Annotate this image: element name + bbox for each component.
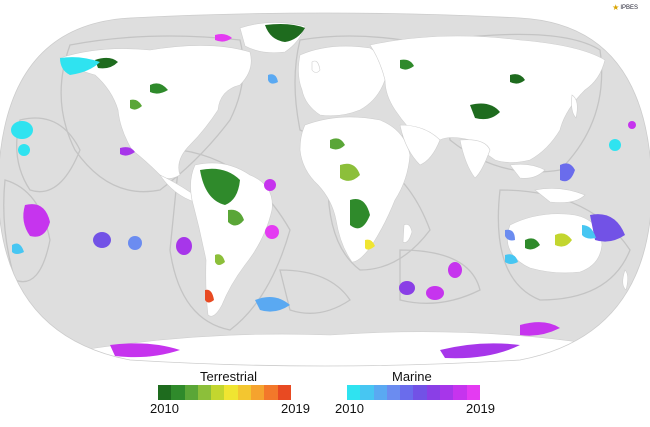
antarctica [59, 331, 601, 366]
terrestrial-swatch-3 [184, 385, 198, 400]
terrestrial-start-year: 2010 [150, 401, 179, 416]
marine-swatch-3 [373, 385, 387, 400]
marine-swatch-2 [360, 385, 374, 400]
terrestrial-swatch-6 [224, 385, 238, 400]
world-map [0, 12, 650, 367]
marine-end-year: 2019 [466, 401, 495, 416]
eez-outlines [3, 33, 631, 331]
terrestrial-swatch-10 [277, 385, 291, 400]
terrestrial-protected-areas [95, 24, 572, 303]
terrestrial-end-year: 2019 [281, 401, 310, 416]
marine-legend-title: Marine [392, 369, 432, 384]
terrestrial-swatch-4 [197, 385, 212, 400]
marine-swatch-1 [347, 385, 361, 400]
marine-swatch-6 [413, 385, 427, 400]
terrestrial-swatch-7 [237, 385, 252, 400]
marine-protected-areas [11, 34, 636, 359]
terrestrial-legend-title: Terrestrial [200, 369, 258, 384]
globe-outline [0, 12, 650, 367]
marine-swatch-7 [426, 385, 441, 400]
marine-color-ramp [347, 385, 480, 400]
marine-swatch-9 [453, 385, 467, 400]
terrestrial-swatch-2 [171, 385, 185, 400]
terrestrial-swatch-5 [211, 385, 225, 400]
marine-start-year: 2010 [335, 401, 364, 416]
logo-text: IPBES [620, 4, 638, 11]
terrestrial-swatch-9 [264, 385, 278, 400]
terrestrial-color-ramp [158, 385, 291, 400]
marine-swatch-5 [400, 385, 414, 400]
marine-swatch-8 [440, 385, 454, 400]
marine-swatch-10 [466, 385, 480, 400]
terrestrial-swatch-8 [251, 385, 265, 400]
ipbes-logo: ★ IPBES [612, 3, 638, 12]
marine-swatch-4 [386, 385, 401, 400]
land-masses [59, 22, 629, 317]
star-icon: ★ [612, 3, 620, 12]
terrestrial-swatch-1 [158, 385, 172, 400]
